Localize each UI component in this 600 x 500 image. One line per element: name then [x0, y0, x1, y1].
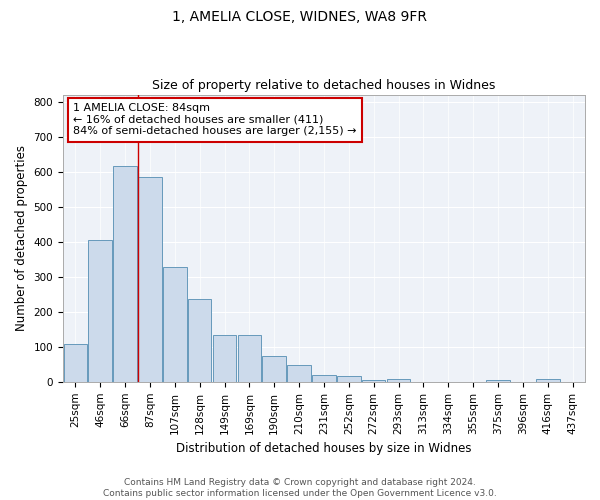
- Bar: [387, 379, 410, 382]
- Bar: [88, 240, 112, 382]
- Bar: [64, 344, 87, 382]
- Bar: [188, 300, 211, 382]
- Bar: [362, 380, 385, 382]
- Text: Contains HM Land Registry data © Crown copyright and database right 2024.
Contai: Contains HM Land Registry data © Crown c…: [103, 478, 497, 498]
- Bar: [212, 335, 236, 382]
- X-axis label: Distribution of detached houses by size in Widnes: Distribution of detached houses by size …: [176, 442, 472, 455]
- Bar: [536, 379, 560, 382]
- Y-axis label: Number of detached properties: Number of detached properties: [15, 145, 28, 331]
- Bar: [337, 376, 361, 382]
- Bar: [138, 177, 162, 382]
- Bar: [113, 166, 137, 382]
- Text: 1 AMELIA CLOSE: 84sqm
← 16% of detached houses are smaller (411)
84% of semi-det: 1 AMELIA CLOSE: 84sqm ← 16% of detached …: [73, 103, 357, 136]
- Bar: [262, 356, 286, 382]
- Bar: [287, 366, 311, 382]
- Bar: [486, 380, 510, 382]
- Text: 1, AMELIA CLOSE, WIDNES, WA8 9FR: 1, AMELIA CLOSE, WIDNES, WA8 9FR: [173, 10, 427, 24]
- Title: Size of property relative to detached houses in Widnes: Size of property relative to detached ho…: [152, 79, 496, 92]
- Bar: [312, 375, 336, 382]
- Bar: [238, 335, 261, 382]
- Bar: [163, 267, 187, 382]
